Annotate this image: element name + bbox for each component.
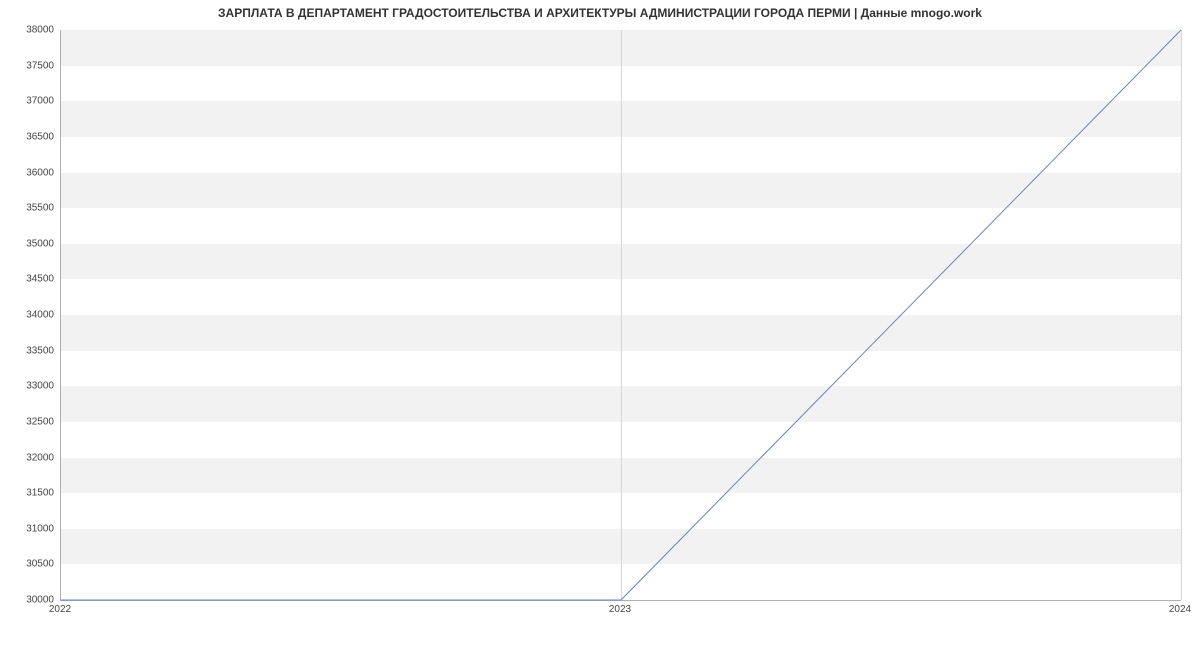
salary-line-chart: ЗАРПЛАТА В ДЕПАРТАМЕНТ ГРАДОСТОИТЕЛЬСТВА… [0, 0, 1200, 650]
y-tick-label: 30500 [26, 559, 54, 570]
chart-line-layer [61, 30, 1181, 600]
x-tick-label: 2023 [609, 604, 631, 615]
y-tick-label: 36500 [26, 131, 54, 142]
y-tick-label: 36000 [26, 167, 54, 178]
y-tick-label: 34000 [26, 310, 54, 321]
y-tick-label: 31500 [26, 488, 54, 499]
y-tick-label: 33500 [26, 345, 54, 356]
chart-title: ЗАРПЛАТА В ДЕПАРТАМЕНТ ГРАДОСТОИТЕЛЬСТВА… [0, 6, 1200, 20]
y-tick-label: 32000 [26, 452, 54, 463]
x-gridline [1181, 30, 1182, 600]
y-tick-label: 35000 [26, 238, 54, 249]
y-tick-label: 34500 [26, 274, 54, 285]
y-tick-label: 33000 [26, 381, 54, 392]
x-tick-label: 2024 [1169, 604, 1191, 615]
plot-area [60, 30, 1181, 601]
series-line-salary [61, 30, 1181, 600]
y-tick-label: 32500 [26, 416, 54, 427]
x-tick-label: 2022 [49, 604, 71, 615]
y-tick-label: 37500 [26, 60, 54, 71]
y-tick-label: 37000 [26, 96, 54, 107]
y-tick-label: 35500 [26, 203, 54, 214]
y-tick-label: 31000 [26, 523, 54, 534]
y-tick-label: 38000 [26, 25, 54, 36]
